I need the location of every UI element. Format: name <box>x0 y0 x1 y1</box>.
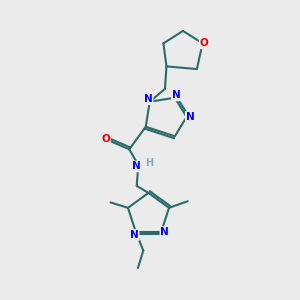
Text: N: N <box>144 94 153 104</box>
Text: N: N <box>172 90 181 100</box>
Text: O: O <box>200 38 208 48</box>
Text: H: H <box>145 158 153 168</box>
Text: N: N <box>130 230 139 240</box>
Text: N: N <box>132 161 141 171</box>
Text: N: N <box>160 227 169 237</box>
Text: N: N <box>186 112 195 122</box>
Text: O: O <box>101 134 110 144</box>
